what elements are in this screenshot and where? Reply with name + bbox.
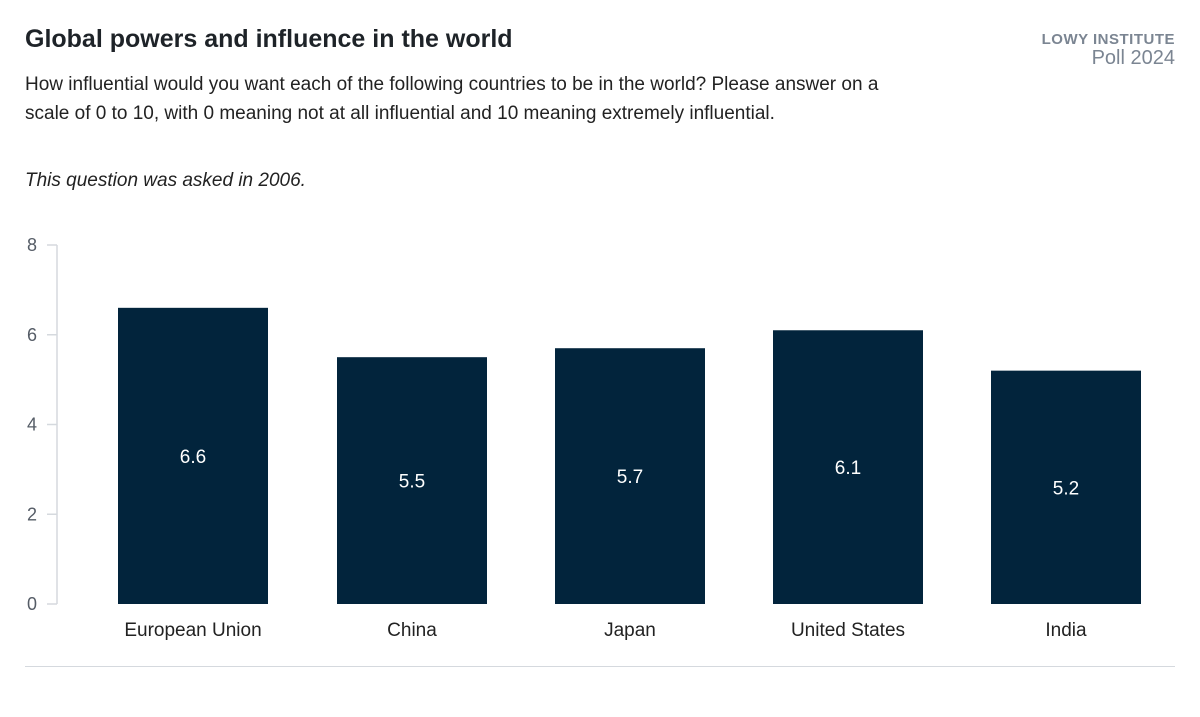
y-tick-label: 8 bbox=[27, 235, 37, 255]
bar-japan bbox=[555, 348, 705, 604]
bar-european-union bbox=[118, 307, 268, 604]
x-tick-label: European Union bbox=[124, 620, 261, 641]
bar-china bbox=[337, 357, 487, 604]
y-tick-label: 4 bbox=[27, 415, 37, 435]
bar-value-label: 5.7 bbox=[617, 467, 643, 488]
bar-value-label: 6.6 bbox=[180, 447, 206, 468]
x-tick-label: China bbox=[387, 620, 437, 641]
bar-value-label: 6.1 bbox=[835, 458, 861, 479]
chart-note: This question was asked in 2006. bbox=[25, 170, 306, 191]
x-tick-label: India bbox=[1045, 620, 1087, 641]
bar-value-label: 5.2 bbox=[1053, 478, 1079, 499]
x-tick-label: United States bbox=[791, 620, 905, 641]
y-tick-label: 2 bbox=[27, 504, 37, 524]
chart-title: Global powers and influence in the world bbox=[25, 25, 513, 53]
y-tick-label: 0 bbox=[27, 594, 37, 614]
bar-united-states bbox=[773, 330, 923, 604]
bar-india bbox=[991, 370, 1141, 604]
brand-logo: LOWY INSTITUTE Poll 2024 bbox=[1042, 30, 1175, 68]
chart-subtitle: How influential would you want each of t… bbox=[25, 74, 879, 124]
bar-value-label: 5.5 bbox=[399, 472, 425, 493]
x-tick-label: Japan bbox=[604, 620, 656, 641]
brand-poll: Poll 2024 bbox=[1091, 47, 1175, 69]
bottom-divider bbox=[25, 666, 1175, 667]
brand-name: LOWY INSTITUTE bbox=[1041, 31, 1175, 48]
y-tick-label: 6 bbox=[27, 325, 37, 345]
